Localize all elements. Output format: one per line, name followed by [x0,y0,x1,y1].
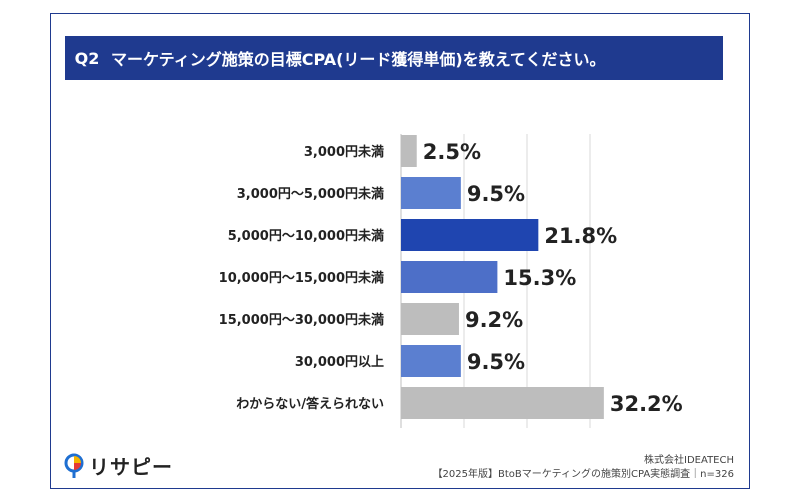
value-label: 9.5% [467,350,525,374]
bar [401,261,498,293]
category-label: 3,000円〜5,000円未満 [237,186,384,202]
category-label: 10,000円〜15,000円未満 [219,270,384,286]
bar [401,303,459,335]
bar [401,387,604,419]
value-label: 21.8% [544,224,617,248]
footer-survey: 【2025年版】BtoBマーケティングの施策別CPA実態調査｜n=326 [432,469,734,480]
category-label: 30,000円以上 [295,355,384,370]
category-label: 5,000円〜10,000円未満 [228,228,384,244]
value-label: 2.5% [423,140,481,164]
value-label: 15.3% [503,266,576,290]
category-label: 15,000円〜30,000円未満 [219,312,384,328]
risapy-logo: リサピー [63,451,173,480]
question-title: マーケティング施策の目標CPA(リード獲得単価)を教えてください。 [99,36,723,80]
bar [401,219,539,251]
logo-text: リサピー [89,455,173,479]
category-label: わからない/答えられない [236,396,384,412]
chart-frame [50,13,750,489]
value-label: 32.2% [610,392,683,416]
logo-mark-icon [64,453,84,478]
bar [401,135,417,167]
footer-company: 株式会社IDEATECH [644,455,734,466]
value-label: 9.5% [467,182,525,206]
category-label: 3,000円未満 [304,144,384,160]
bar [401,177,461,209]
value-label: 9.2% [465,308,523,332]
bar [401,345,461,377]
